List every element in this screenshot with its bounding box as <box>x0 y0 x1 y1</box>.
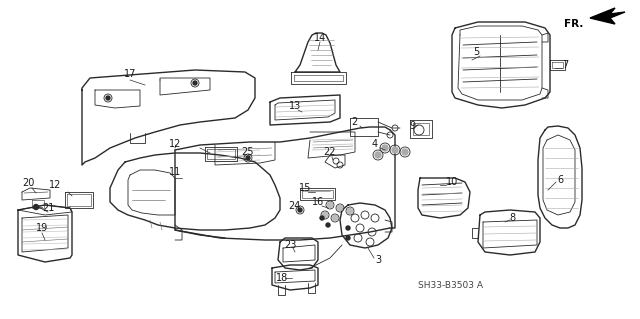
Text: 25: 25 <box>242 147 254 157</box>
Text: 8: 8 <box>509 213 515 223</box>
Circle shape <box>348 209 353 213</box>
Circle shape <box>193 81 197 85</box>
Circle shape <box>298 208 302 212</box>
Circle shape <box>246 156 250 160</box>
Text: 5: 5 <box>473 47 479 57</box>
Text: 14: 14 <box>314 33 326 43</box>
Text: 3: 3 <box>375 255 381 265</box>
Text: 18: 18 <box>276 273 288 283</box>
Circle shape <box>337 205 342 211</box>
Text: 12: 12 <box>49 180 61 190</box>
Text: 15: 15 <box>299 183 311 193</box>
Text: 7: 7 <box>562 60 568 70</box>
Circle shape <box>328 203 333 207</box>
Circle shape <box>323 212 328 218</box>
Text: 20: 20 <box>22 178 34 188</box>
Polygon shape <box>590 8 625 24</box>
Text: 2: 2 <box>351 117 357 127</box>
Circle shape <box>33 204 38 210</box>
Circle shape <box>326 223 330 227</box>
Text: FR.: FR. <box>564 19 583 29</box>
Circle shape <box>346 236 350 240</box>
Circle shape <box>392 147 398 153</box>
Circle shape <box>402 149 408 155</box>
Text: 12: 12 <box>169 139 181 149</box>
Text: SH33-B3503 A: SH33-B3503 A <box>417 280 483 290</box>
Text: 4: 4 <box>372 139 378 149</box>
Text: 24: 24 <box>288 201 300 211</box>
Text: 13: 13 <box>289 101 301 111</box>
Text: 21: 21 <box>42 203 54 213</box>
Text: 11: 11 <box>169 167 181 177</box>
Text: 10: 10 <box>446 177 458 187</box>
Circle shape <box>320 216 324 220</box>
Circle shape <box>382 145 388 151</box>
Text: 17: 17 <box>124 69 136 79</box>
Text: 22: 22 <box>324 147 336 157</box>
Circle shape <box>106 96 110 100</box>
Circle shape <box>333 216 337 220</box>
Text: 19: 19 <box>36 223 48 233</box>
Text: 9: 9 <box>409 121 415 131</box>
Circle shape <box>346 226 350 230</box>
Text: 6: 6 <box>557 175 563 185</box>
Text: 16: 16 <box>312 197 324 207</box>
Circle shape <box>375 152 381 158</box>
Text: 23: 23 <box>284 240 296 250</box>
